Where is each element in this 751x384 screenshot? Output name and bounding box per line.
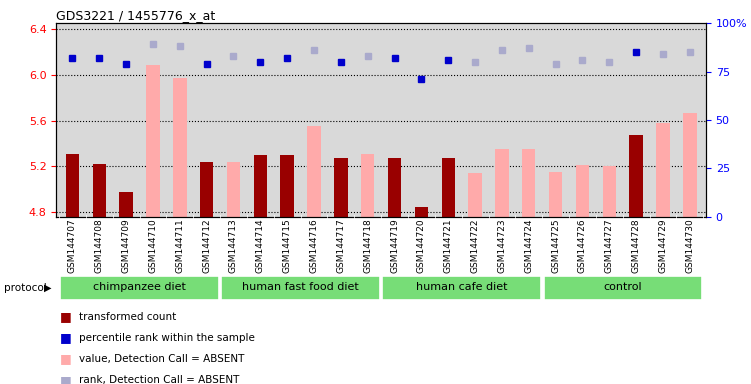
- Bar: [361, 154, 375, 217]
- Text: GSM144708: GSM144708: [95, 218, 104, 273]
- Text: GSM144711: GSM144711: [175, 218, 184, 273]
- Bar: [334, 159, 348, 217]
- Bar: [227, 162, 240, 217]
- Text: value, Detection Call = ABSENT: value, Detection Call = ABSENT: [79, 354, 244, 364]
- Bar: [92, 164, 106, 217]
- Text: GSM144724: GSM144724: [524, 218, 533, 273]
- Bar: [173, 78, 186, 217]
- Bar: [656, 123, 670, 217]
- Text: GSM144712: GSM144712: [202, 218, 211, 273]
- Text: GSM144714: GSM144714: [256, 218, 265, 273]
- Text: GSM144721: GSM144721: [444, 218, 453, 273]
- Text: GSM144718: GSM144718: [363, 218, 372, 273]
- Text: GDS3221 / 1455776_x_at: GDS3221 / 1455776_x_at: [56, 9, 216, 22]
- Text: GSM144725: GSM144725: [551, 218, 560, 273]
- Bar: [522, 149, 535, 217]
- Text: GSM144710: GSM144710: [149, 218, 158, 273]
- Text: human fast food diet: human fast food diet: [243, 283, 359, 293]
- Bar: [280, 155, 294, 217]
- Text: GSM144717: GSM144717: [336, 218, 345, 273]
- Bar: [602, 167, 616, 217]
- Text: ■: ■: [60, 310, 72, 323]
- Text: GSM144713: GSM144713: [229, 218, 238, 273]
- Text: GSM144728: GSM144728: [632, 218, 641, 273]
- Bar: [66, 154, 79, 217]
- Text: control: control: [603, 283, 642, 293]
- Text: GSM144723: GSM144723: [497, 218, 506, 273]
- Bar: [495, 149, 508, 217]
- Bar: [307, 126, 321, 217]
- Text: protocol: protocol: [4, 283, 47, 293]
- Text: ■: ■: [60, 374, 72, 384]
- Bar: [442, 159, 455, 217]
- Bar: [549, 172, 562, 217]
- Text: GSM144729: GSM144729: [659, 218, 668, 273]
- Text: GSM144709: GSM144709: [122, 218, 131, 273]
- Text: GSM144730: GSM144730: [686, 218, 695, 273]
- Text: GSM144726: GSM144726: [578, 218, 587, 273]
- Text: rank, Detection Call = ABSENT: rank, Detection Call = ABSENT: [79, 375, 240, 384]
- Text: ▶: ▶: [44, 283, 51, 293]
- Text: human cafe diet: human cafe diet: [416, 283, 508, 293]
- Text: transformed count: transformed count: [79, 312, 176, 322]
- Text: GSM144722: GSM144722: [471, 218, 480, 273]
- Bar: [544, 276, 702, 300]
- Text: GSM144727: GSM144727: [605, 218, 614, 273]
- Bar: [683, 113, 696, 217]
- Bar: [200, 162, 213, 217]
- Bar: [576, 166, 590, 217]
- Bar: [119, 192, 133, 217]
- Bar: [254, 155, 267, 217]
- Bar: [382, 276, 541, 300]
- Bar: [415, 207, 428, 217]
- Text: GSM144716: GSM144716: [309, 218, 318, 273]
- Bar: [629, 136, 643, 217]
- Bar: [388, 159, 401, 217]
- Bar: [146, 66, 160, 217]
- Text: GSM144715: GSM144715: [282, 218, 291, 273]
- Bar: [469, 173, 482, 217]
- Text: GSM144707: GSM144707: [68, 218, 77, 273]
- Bar: [222, 276, 380, 300]
- Bar: [60, 276, 219, 300]
- Text: percentile rank within the sample: percentile rank within the sample: [79, 333, 255, 343]
- Text: ■: ■: [60, 331, 72, 344]
- Text: GSM144719: GSM144719: [390, 218, 399, 273]
- Text: GSM144720: GSM144720: [417, 218, 426, 273]
- Text: ■: ■: [60, 353, 72, 366]
- Text: chimpanzee diet: chimpanzee diet: [93, 283, 186, 293]
